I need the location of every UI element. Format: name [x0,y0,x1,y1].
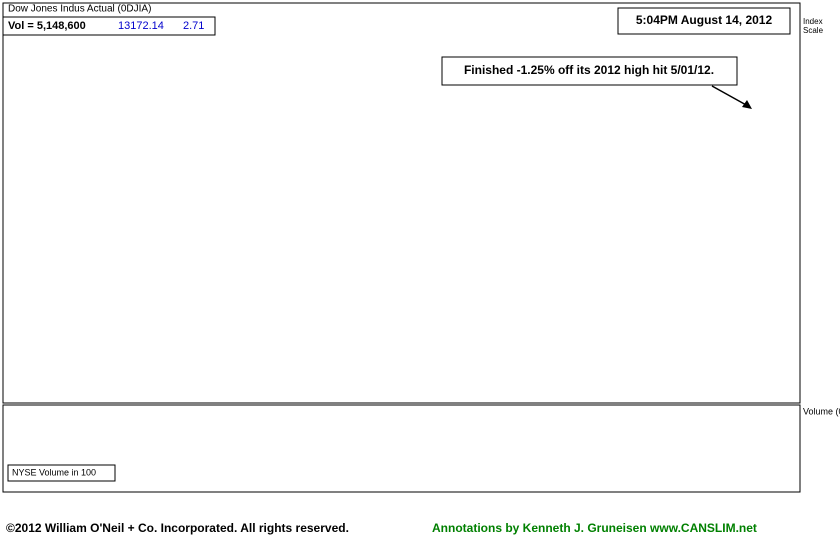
note: Finished -1.25% off its 2012 high hit 5/… [464,63,714,77]
volume-box [7,464,116,482]
volume-axis-label: Volume (00) [803,406,840,416]
header-box [2,16,216,36]
copyright: ©2012 William O'Neil + Co. Incorporated.… [6,521,349,535]
change: 2.71 [183,20,204,32]
scale-label: Index [803,17,823,26]
volume-panel [2,404,801,493]
note-box [441,56,738,86]
volume-text: Vol = 5,148,600 [8,20,86,32]
price-panel [2,2,801,404]
timestamp: 5:04PM August 14, 2012 [636,13,773,27]
last-price: 13172.14 [118,20,164,32]
annotation-credit: Annotations by Kenneth J. Gruneisen www.… [432,521,757,535]
index-name: Dow Jones Indus Actual (0DJIA) [8,4,151,15]
arrow [711,85,749,107]
volume-box-text: NYSE Volume in 100 [12,467,96,477]
timestamp-box [617,7,791,35]
arrow-head [742,100,752,109]
scale-label: Scale [803,26,824,35]
